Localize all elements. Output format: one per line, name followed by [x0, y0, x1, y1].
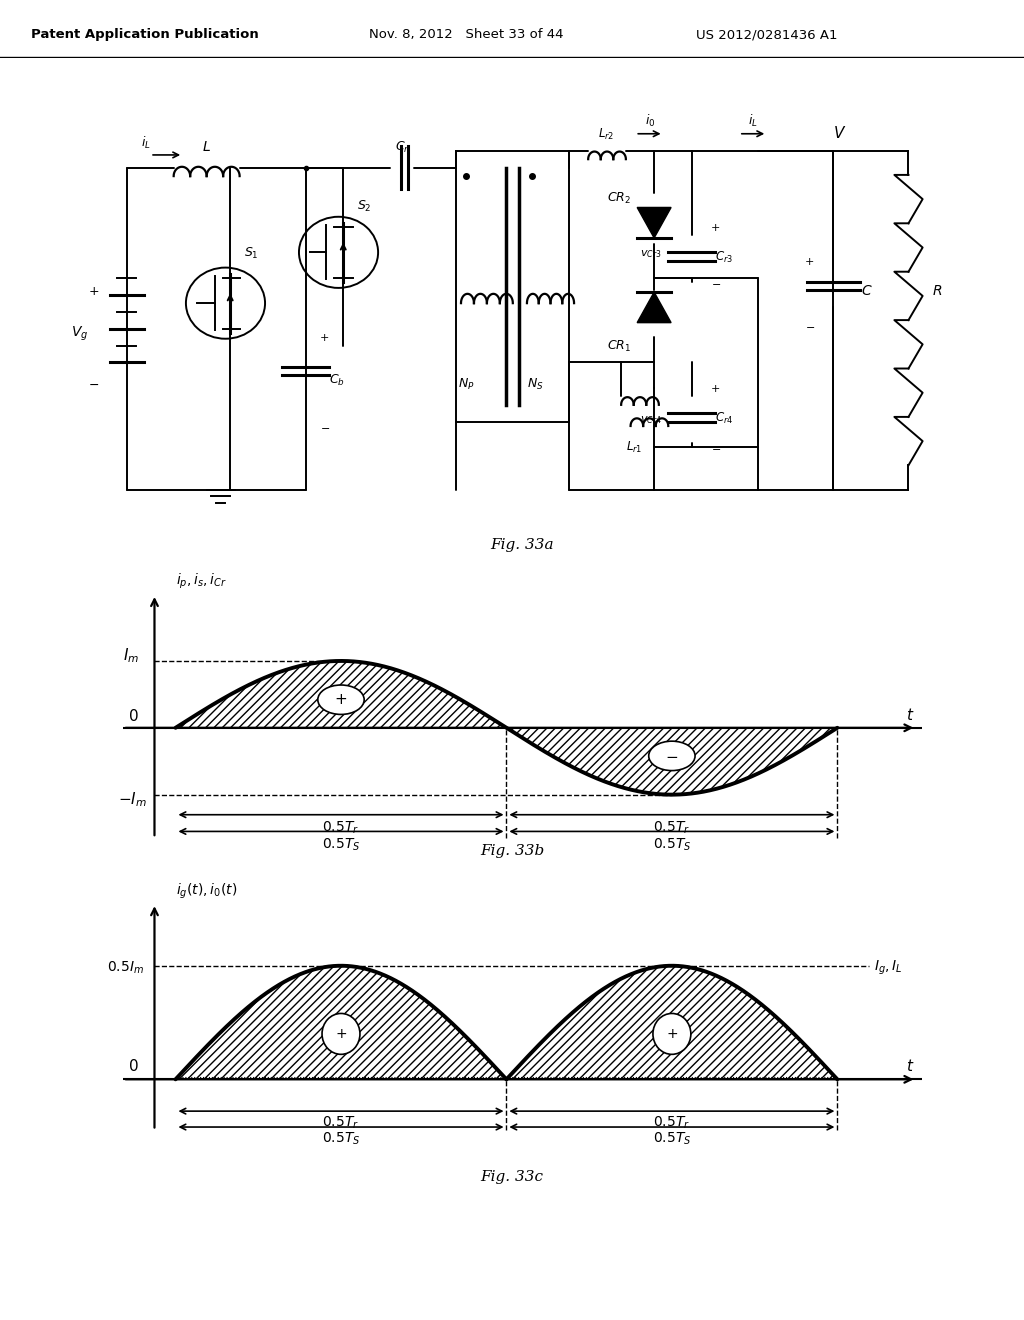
Polygon shape [637, 292, 671, 322]
Text: $0.5T_S$: $0.5T_S$ [322, 837, 360, 853]
Text: Fig. 33b: Fig. 33b [480, 845, 544, 858]
Text: $C_b$: $C_b$ [329, 372, 345, 388]
Polygon shape [637, 207, 671, 238]
Text: $0$: $0$ [128, 708, 139, 725]
Text: +: + [88, 285, 99, 298]
Text: $i_0$: $i_0$ [645, 114, 655, 129]
Text: $0.5T_S$: $0.5T_S$ [652, 837, 691, 853]
Text: $-$: $-$ [805, 321, 815, 330]
Text: $CR_2$: $CR_2$ [607, 190, 631, 206]
Text: $CR_1$: $CR_1$ [607, 339, 631, 354]
Text: $-$: $-$ [88, 378, 99, 391]
Text: $C$: $C$ [861, 284, 873, 298]
Text: $C_r$: $C_r$ [395, 140, 410, 154]
Text: $-$: $-$ [666, 748, 679, 763]
Text: +: + [319, 333, 329, 343]
Text: $0$: $0$ [128, 1059, 139, 1074]
Text: Fig. 33c: Fig. 33c [480, 1171, 544, 1184]
Text: $t$: $t$ [906, 1059, 914, 1074]
Circle shape [649, 741, 695, 771]
Text: $+$: $+$ [666, 1027, 678, 1041]
Text: $0.5T_S$: $0.5T_S$ [652, 1130, 691, 1147]
Text: $0.5T_r$: $0.5T_r$ [323, 1114, 359, 1131]
Text: $C_{r4}$: $C_{r4}$ [716, 411, 734, 426]
Text: $i_L$: $i_L$ [140, 135, 151, 150]
Text: +: + [711, 384, 720, 395]
Text: $t$: $t$ [906, 706, 914, 723]
Text: $V_g$: $V_g$ [71, 325, 88, 343]
Text: $L$: $L$ [202, 140, 211, 153]
Text: $S_2$: $S_2$ [357, 199, 372, 214]
Text: $0.5T_r$: $0.5T_r$ [323, 820, 359, 837]
Bar [457, 150, 569, 422]
Text: $N_S$: $N_S$ [527, 378, 544, 392]
Text: $S_1$: $S_1$ [245, 246, 259, 260]
Text: $L_{r2}$: $L_{r2}$ [598, 127, 614, 143]
Text: $-$: $-$ [711, 279, 721, 288]
Circle shape [322, 1014, 360, 1055]
Text: $L_{r1}$: $L_{r1}$ [626, 441, 642, 455]
Text: $0.5T_r$: $0.5T_r$ [653, 820, 690, 837]
Text: $V$: $V$ [834, 125, 847, 141]
Text: $-$: $-$ [319, 422, 330, 432]
Text: +: + [805, 257, 814, 267]
Text: $C_{r3}$: $C_{r3}$ [716, 249, 733, 265]
Text: $0.5I_m$: $0.5I_m$ [108, 960, 144, 977]
Text: $R$: $R$ [932, 284, 942, 298]
Text: $i_g(t), i_0(t)$: $i_g(t), i_0(t)$ [175, 882, 237, 902]
Text: +: + [711, 223, 720, 234]
Text: $i_L$: $i_L$ [749, 114, 758, 129]
Text: $0.5T_r$: $0.5T_r$ [653, 1114, 690, 1131]
Text: $v_{Cr4}$: $v_{Cr4}$ [640, 413, 662, 425]
Circle shape [653, 1014, 691, 1055]
Text: $v_{Cr3}$: $v_{Cr3}$ [640, 248, 662, 260]
Text: $I_g, I_L$: $I_g, I_L$ [874, 958, 903, 977]
Circle shape [317, 685, 365, 714]
Text: $-$: $-$ [711, 444, 721, 453]
Text: Patent Application Publication: Patent Application Publication [31, 28, 258, 41]
Text: $N_P$: $N_P$ [458, 378, 475, 392]
Text: $-I_m$: $-I_m$ [118, 791, 146, 809]
Text: Fig. 33a: Fig. 33a [490, 537, 554, 552]
Text: $i_p, i_s, i_{Cr}$: $i_p, i_s, i_{Cr}$ [175, 572, 226, 591]
Text: $0.5T_S$: $0.5T_S$ [322, 1130, 360, 1147]
Text: $+$: $+$ [335, 1027, 347, 1041]
Text: $I_m$: $I_m$ [123, 647, 139, 665]
Text: US 2012/0281436 A1: US 2012/0281436 A1 [696, 28, 838, 41]
Text: $+$: $+$ [335, 692, 347, 708]
Text: Nov. 8, 2012   Sheet 33 of 44: Nov. 8, 2012 Sheet 33 of 44 [369, 28, 563, 41]
